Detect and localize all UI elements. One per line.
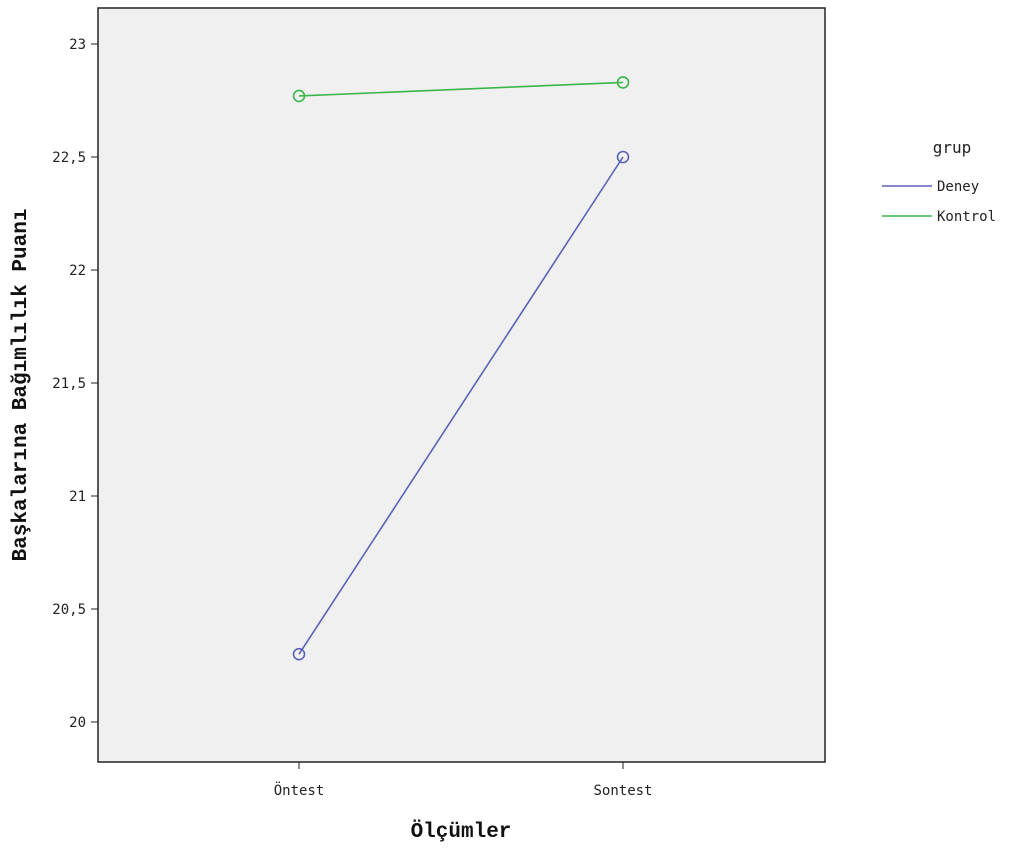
- y-tick-label: 21: [69, 489, 86, 505]
- data-point-deney: [292, 647, 306, 661]
- x-tick-label: Sontest: [593, 783, 652, 799]
- data-point-kontrol: [292, 89, 306, 103]
- legend-label-kontrol: Kontrol: [937, 209, 996, 225]
- plot-area: [97, 7, 826, 763]
- legend: grup Deney Kontrol: [882, 138, 996, 225]
- legend-label-deney: Deney: [937, 179, 979, 195]
- series-line-deney: [298, 156, 624, 655]
- y-axis-ticks: 20 20,5 21 21,5 22 22,5 23: [52, 37, 98, 731]
- y-tick-label: 22: [69, 263, 86, 279]
- data-point-kontrol: [616, 76, 630, 89]
- y-axis-title: Başkalarına Bağımlılık Puanı: [10, 209, 33, 562]
- data-point-deney: [616, 150, 630, 164]
- y-tick-label: 23: [69, 37, 86, 53]
- y-tick-label: 21,5: [52, 376, 86, 392]
- series-layer: [292, 76, 630, 661]
- series-line-kontrol: [298, 81, 624, 97]
- y-tick-label: 22,5: [52, 150, 86, 166]
- legend-title: grup: [933, 138, 972, 157]
- x-axis-title: Ölçümler: [411, 820, 512, 844]
- y-tick-label: 20: [69, 715, 86, 731]
- y-tick-label: 20,5: [52, 602, 86, 618]
- x-axis-ticks: Öntest Sontest: [274, 762, 653, 799]
- x-tick-label: Öntest: [274, 781, 325, 799]
